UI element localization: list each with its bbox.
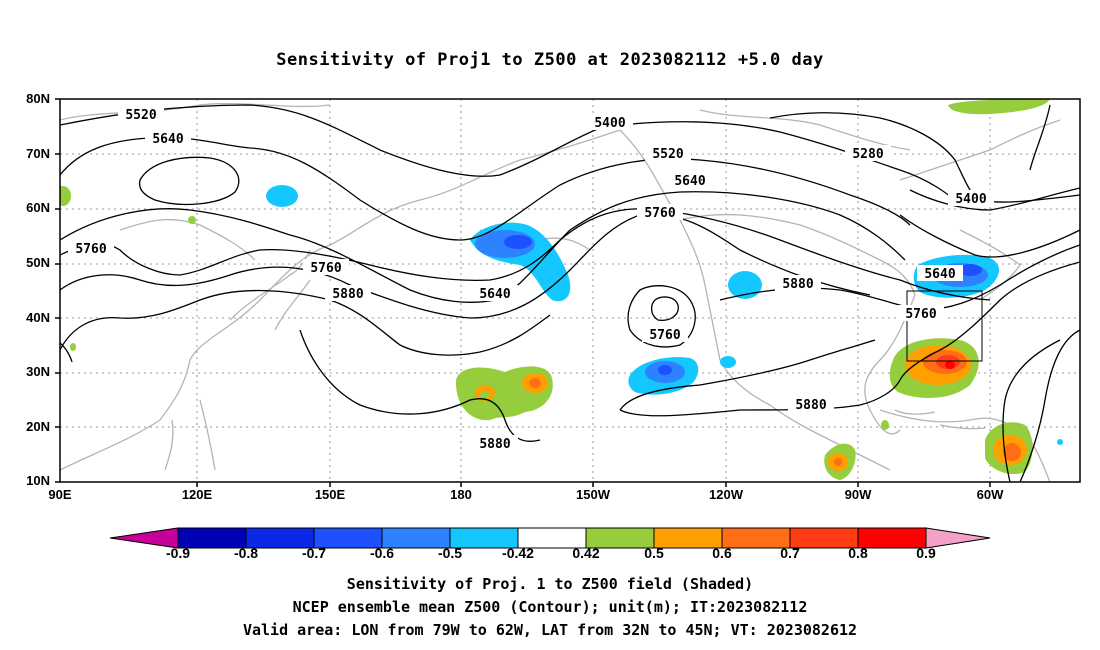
colorbar-tick-label: -0.9 [165, 545, 191, 561]
lon-label-120e: 120E [181, 487, 213, 502]
lon-label-180: 180 [450, 487, 472, 502]
contour-label: 5880 [479, 437, 510, 452]
contour-label: 5760 [310, 261, 341, 276]
lat-label-60n: 60N [26, 200, 50, 215]
caption-shading: Sensitivity of Proj. 1 to Z500 field (Sh… [346, 575, 754, 593]
contour-label: 5760 [905, 307, 936, 322]
colorbar-tick-label: -0.8 [233, 545, 259, 561]
colorbar-tick-label: -0.7 [301, 545, 327, 561]
map-title: Sensitivity of Proj1 to Z500 at 20230821… [276, 50, 824, 70]
contour-label: 5400 [955, 192, 986, 207]
caption-contour: NCEP ensemble mean Z500 (Contour); unit(… [292, 598, 808, 616]
colorbar-tick-label: 0.42 [572, 545, 600, 561]
lat-label-80n: 80N [26, 91, 50, 106]
map-frame [59, 98, 1081, 483]
coastlines [60, 102, 1061, 482]
contour-label: 5880 [782, 277, 813, 292]
contour-label: 5640 [924, 267, 955, 282]
contour-labels: 5520 5640 5400 5520 5640 5760 5280 5400 … [68, 106, 994, 452]
caption-valid-area: Valid area: LON from 79W to 62W, LAT fro… [242, 621, 858, 639]
lat-label-20n: 20N [26, 419, 50, 434]
colorbar-tick-label: 0.5 [644, 545, 664, 561]
lon-label-90w: 90W [844, 487, 872, 502]
lon-label-120w: 120W [709, 487, 743, 502]
contour-label: 5880 [795, 398, 826, 413]
contour-label: 5640 [479, 287, 510, 302]
contour-label: 5760 [649, 328, 680, 343]
lat-label-70n: 70N [26, 146, 50, 161]
lon-label-90e: 90E [48, 487, 72, 502]
colorbar-tick-label: 0.6 [712, 545, 732, 561]
sensitivity-shading [60, 99, 1063, 480]
contour-label: 5640 [152, 132, 183, 147]
contour-label: 5760 [75, 242, 106, 257]
lat-label-50n: 50N [26, 255, 50, 270]
contour-label: 5880 [332, 287, 363, 302]
colorbar-tick-label: 0.9 [916, 545, 936, 561]
colorbar-tick-label: -0.5 [437, 545, 463, 561]
graticule [60, 99, 1080, 482]
colorbar [109, 527, 991, 549]
colorbar-arrow-high [925, 527, 991, 549]
colorbar-tick-label: -0.6 [369, 545, 395, 561]
contour-label: 5760 [644, 206, 675, 221]
valid-area-box [906, 290, 983, 362]
lon-label-60w: 60W [976, 487, 1004, 502]
contour-label: 5640 [674, 174, 705, 189]
colorbar-tick-label: 0.8 [848, 545, 868, 561]
map-panel: 5520 5640 5400 5520 5640 5760 5280 5400 … [55, 98, 1081, 487]
contour-label: 5520 [125, 108, 156, 123]
contour-label: 5520 [652, 147, 683, 162]
contour-label: 5400 [594, 116, 625, 131]
lon-label-150w: 150W [576, 487, 610, 502]
lat-label-40n: 40N [26, 310, 50, 325]
lat-label-10n: 10N [26, 473, 50, 488]
contour-label: 5280 [852, 147, 883, 162]
lon-label-150e: 150E [314, 487, 346, 502]
lat-label-30n: 30N [26, 364, 50, 379]
colorbar-tick-label: 0.7 [780, 545, 800, 561]
colorbar-tick-label: -0.42 [502, 545, 534, 561]
